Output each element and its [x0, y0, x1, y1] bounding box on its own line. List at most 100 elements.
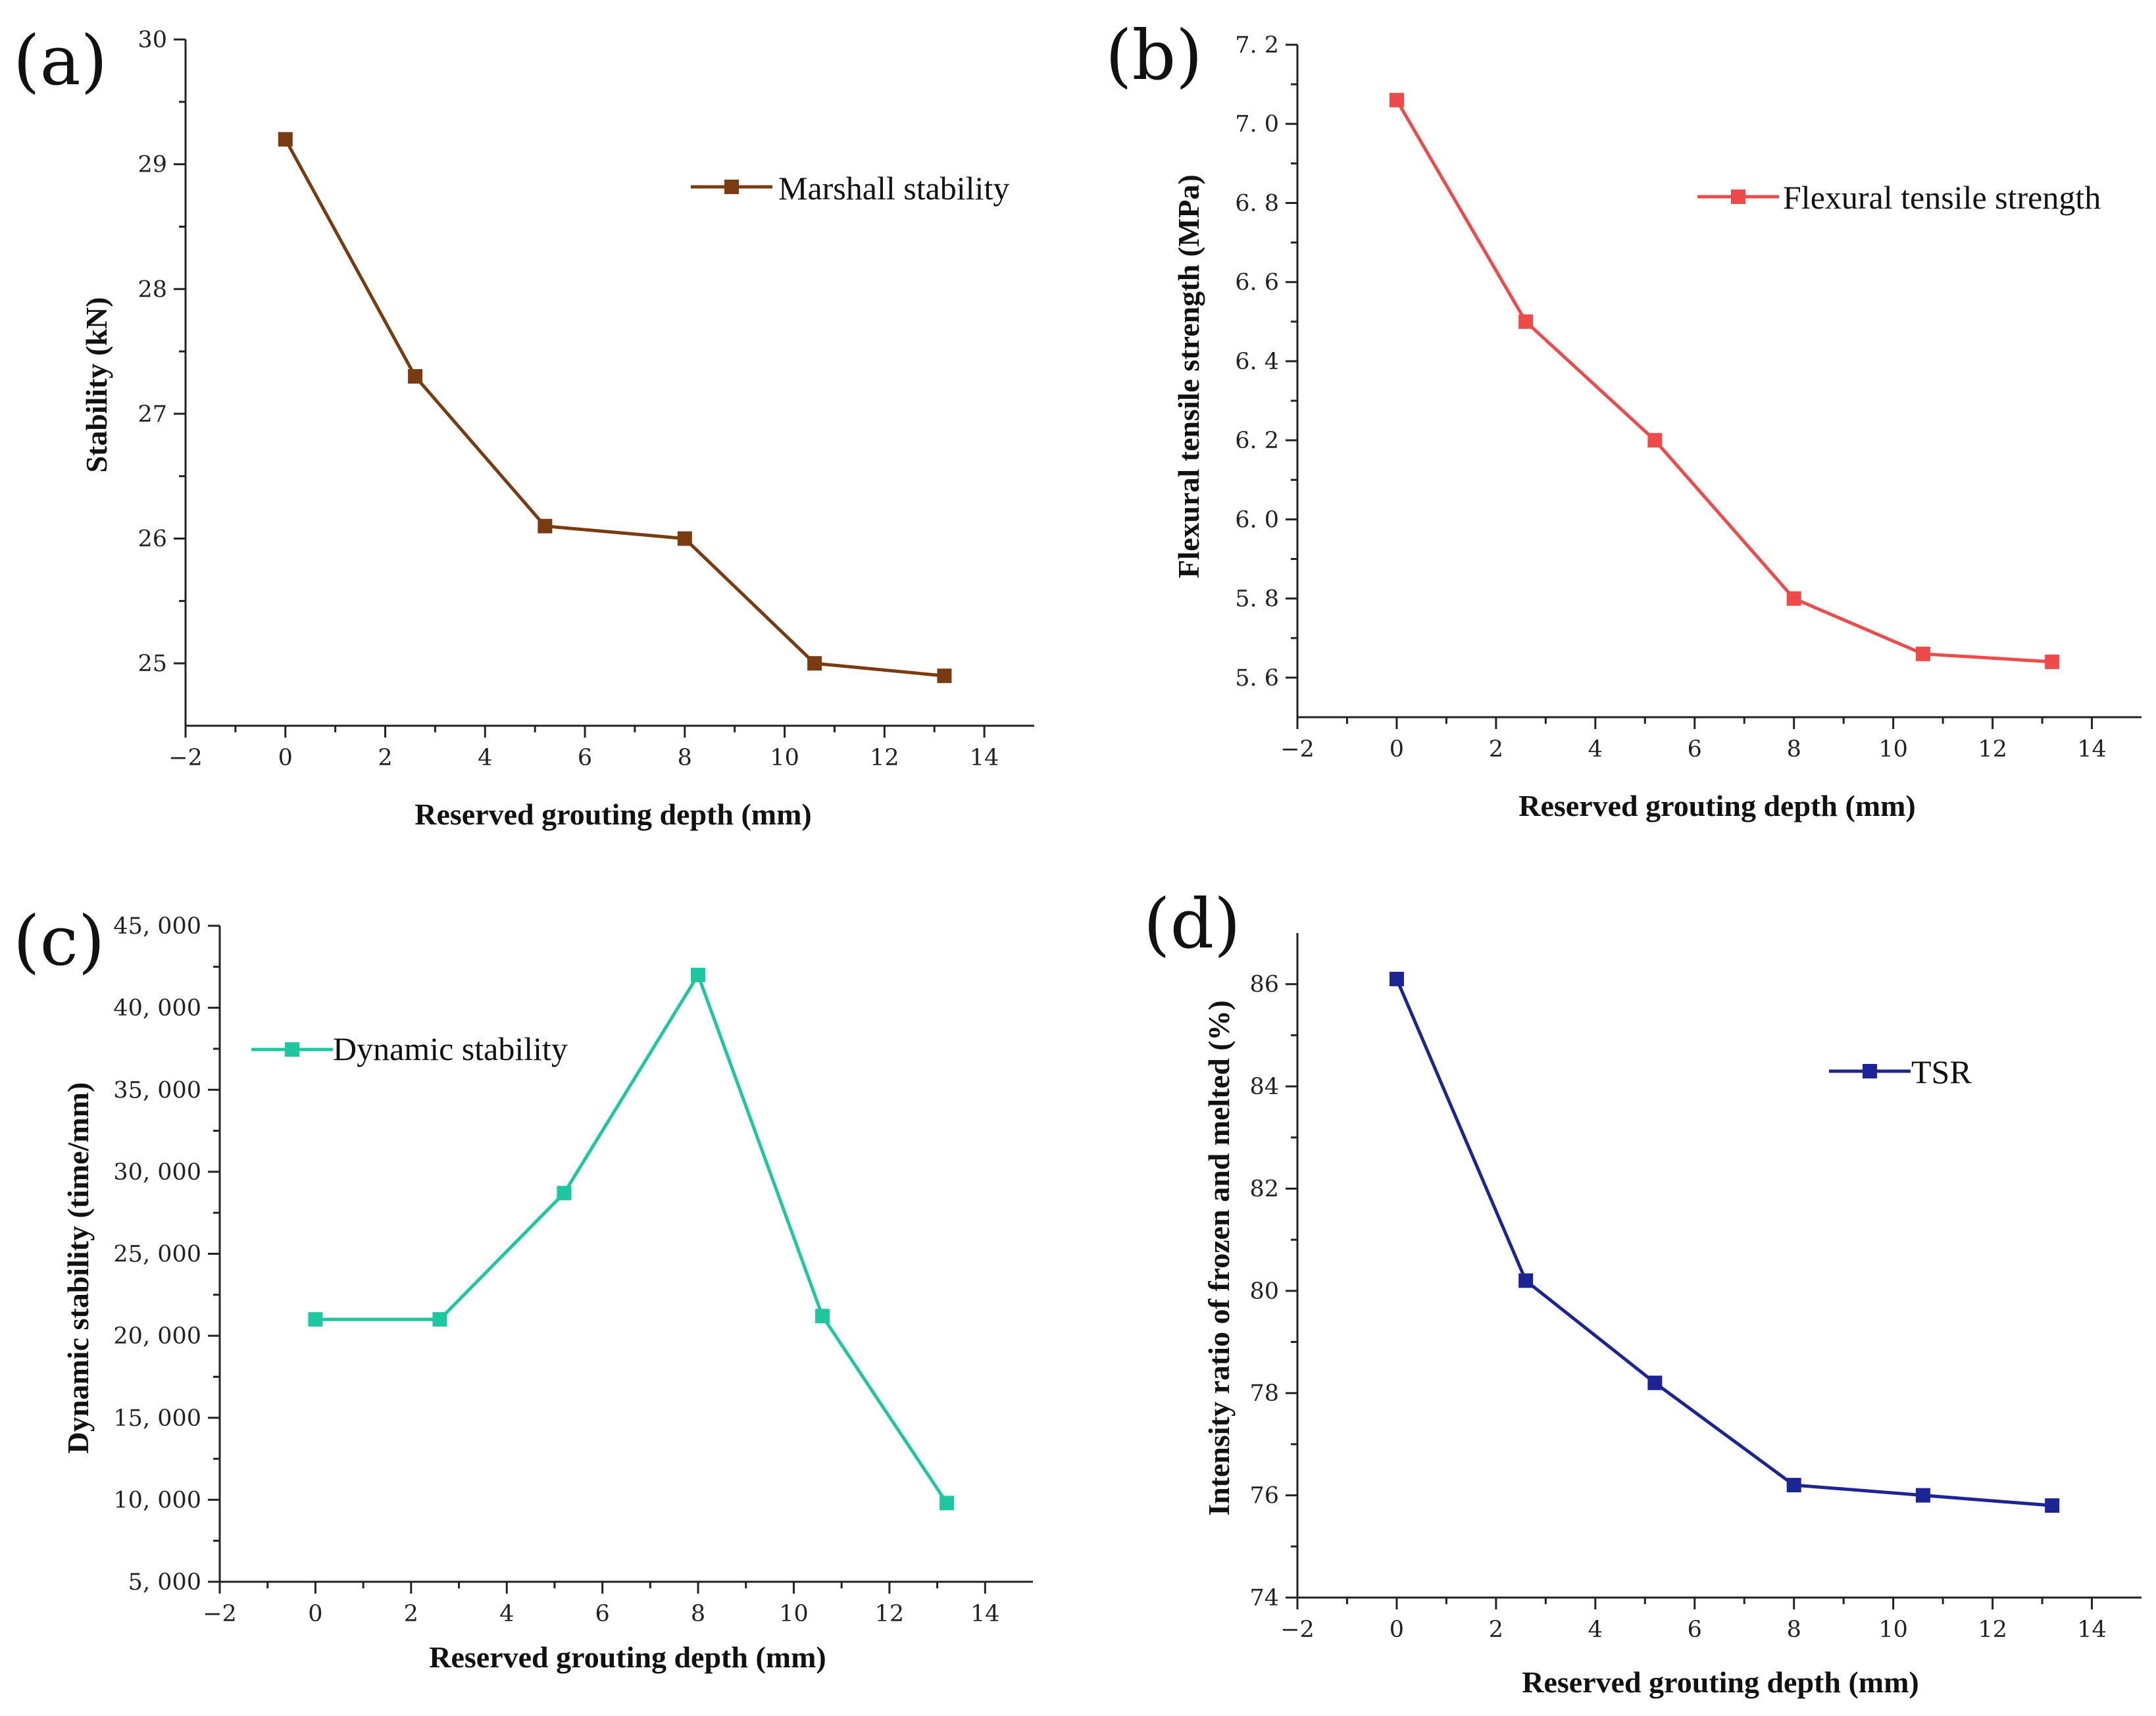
- data-point: [1915, 646, 1930, 661]
- y-tick-label: 86: [1249, 972, 1279, 998]
- x-tick-label: 0: [278, 745, 293, 771]
- data-point: [278, 132, 293, 147]
- x-tick-label: 12: [1978, 736, 2007, 763]
- x-tick-label: 4: [1588, 736, 1603, 763]
- legend-swatch-marker: [1731, 189, 1745, 204]
- series-line: [315, 971, 949, 1504]
- y-tick-label: 5. 8: [1235, 586, 1279, 613]
- y-tick-label: 28: [138, 276, 167, 303]
- legend-label-d: TSR: [1911, 1053, 1972, 1090]
- data-point: [677, 531, 692, 546]
- data-point: [1786, 591, 1801, 606]
- data-point: [1647, 433, 1663, 448]
- plot-area-b: −2 0 2 4 6 8 10 12 14 5. 6 5. 8 6. 0 6. 2 6. 4 6. 6 6. …: [1235, 32, 2142, 763]
- x-tick-label: 0: [1390, 736, 1404, 763]
- panel-letter-d: (d): [1143, 884, 1241, 964]
- legend-label-a: Marshall stability: [778, 170, 1009, 207]
- plot-area-a: −2 0 2 4 6 8 10 12 14 25 26 27 28 29 30: [138, 27, 1034, 771]
- data-point: [1389, 93, 1404, 108]
- legend-swatch-marker: [724, 180, 739, 194]
- x-tick-label: 12: [870, 745, 899, 771]
- data-point: [1518, 314, 1534, 329]
- y-tick-label: 45, 000: [113, 913, 201, 940]
- y-tick-label: 25: [138, 651, 167, 677]
- legend-label-c: Dynamic stability: [333, 1030, 568, 1067]
- series-line: [1395, 978, 2053, 1507]
- y-tick-label: 40, 000: [113, 996, 201, 1022]
- x-tick-label: 6: [1688, 736, 1702, 763]
- data-point: [1389, 971, 1404, 986]
- data-point: [691, 967, 706, 982]
- y-tick-label: 80: [1249, 1278, 1279, 1305]
- x-tick-label: 14: [970, 1601, 1000, 1627]
- y-tick-label: 10, 000: [113, 1487, 201, 1513]
- y-tick-label: 26: [138, 526, 167, 553]
- legend-swatch-marker: [1863, 1064, 1877, 1078]
- y-tick-label: 82: [1249, 1176, 1279, 1202]
- series-line: [284, 138, 945, 678]
- x-tick-label: 2: [1489, 1617, 1503, 1643]
- y-tick-label: 6. 6: [1235, 270, 1279, 296]
- y-tick-label: 6. 8: [1235, 190, 1279, 216]
- y-tick-label: 35, 000: [113, 1077, 201, 1103]
- y-tick-label: 7. 2: [1235, 32, 1279, 59]
- x-tick-label: 8: [691, 1601, 705, 1627]
- data-point: [937, 669, 952, 684]
- x-tick-label: 12: [1978, 1617, 2007, 1643]
- x-tick-label: 10: [770, 745, 799, 771]
- panel-letter-c: (c): [13, 901, 105, 981]
- x-tick-label: −2: [203, 1601, 237, 1627]
- x-tick-label: 2: [404, 1601, 418, 1627]
- x-tick-label: −2: [1280, 1617, 1315, 1643]
- data-point: [432, 1312, 447, 1327]
- x-tick-label: 6: [578, 745, 592, 771]
- legend-swatch-marker: [285, 1042, 299, 1057]
- x-tick-label: −2: [1280, 736, 1315, 763]
- chart-a: (a) Reserved grouting depth (mm) Stabili…: [13, 20, 1034, 831]
- x-tick-label: 4: [478, 745, 492, 771]
- plot-area-d: −2 0 2 4 6 8 10 12 14 74 76 78 80 82 84 86: [1249, 933, 2142, 1643]
- chart-b: (b) Reserved grouting depth (mm) Flexura…: [1105, 15, 2142, 822]
- data-point: [807, 656, 822, 671]
- legend-label-b: Flexural tensile strength: [1783, 179, 2101, 216]
- panel-letter-a: (a): [13, 20, 107, 101]
- y-tick-label: 15, 000: [113, 1405, 201, 1432]
- y-tick-label: 20, 000: [113, 1323, 201, 1350]
- y-tick-label: 27: [138, 401, 167, 428]
- x-tick-label: 10: [1878, 736, 1908, 763]
- y-tick-label: 76: [1249, 1483, 1279, 1509]
- x-tick-label: 4: [1588, 1617, 1603, 1643]
- x-tick-label: 6: [595, 1601, 610, 1627]
- data-point: [1786, 1478, 1801, 1493]
- data-point: [408, 369, 423, 384]
- y-axis-title-d: Intensity ratio of frozen and melted (%): [1202, 1000, 1236, 1516]
- x-tick-label: 0: [308, 1601, 322, 1627]
- x-tick-label: 8: [1787, 736, 1801, 763]
- series-line: [1395, 99, 2053, 664]
- x-tick-label: 2: [1489, 736, 1503, 763]
- x-axis-title-b: Reserved grouting depth (mm): [1518, 789, 1915, 822]
- x-tick-label: 14: [2077, 736, 2107, 763]
- data-point: [940, 1496, 955, 1511]
- y-tick-label: 6. 0: [1235, 507, 1279, 533]
- x-tick-label: 14: [970, 745, 999, 771]
- y-tick-label: 25, 000: [113, 1242, 201, 1268]
- x-axis-title-c: Reserved grouting depth (mm): [429, 1640, 826, 1674]
- y-tick-label: 5, 000: [128, 1569, 201, 1596]
- data-point: [815, 1309, 830, 1324]
- x-tick-label: 0: [1390, 1617, 1404, 1643]
- data-point: [2045, 1498, 2060, 1513]
- x-axis-title-a: Reserved grouting depth (mm): [414, 797, 811, 831]
- x-tick-label: 6: [1688, 1617, 1702, 1643]
- x-tick-label: 10: [1878, 1617, 1908, 1643]
- chart-c: (c) Reserved grouting depth (mm) Dynamic…: [13, 901, 1033, 1674]
- y-tick-label: 30: [138, 27, 167, 53]
- y-axis-title-a: Stability (kN): [80, 297, 113, 472]
- panel-letter-b: (b): [1105, 15, 1203, 95]
- y-tick-label: 84: [1249, 1074, 1279, 1100]
- data-point: [1647, 1375, 1663, 1390]
- x-tick-label: 4: [499, 1601, 514, 1627]
- chart-d: (d) Reserved grouting depth (mm) Intensi…: [1143, 884, 2142, 1699]
- x-tick-label: 8: [678, 745, 692, 771]
